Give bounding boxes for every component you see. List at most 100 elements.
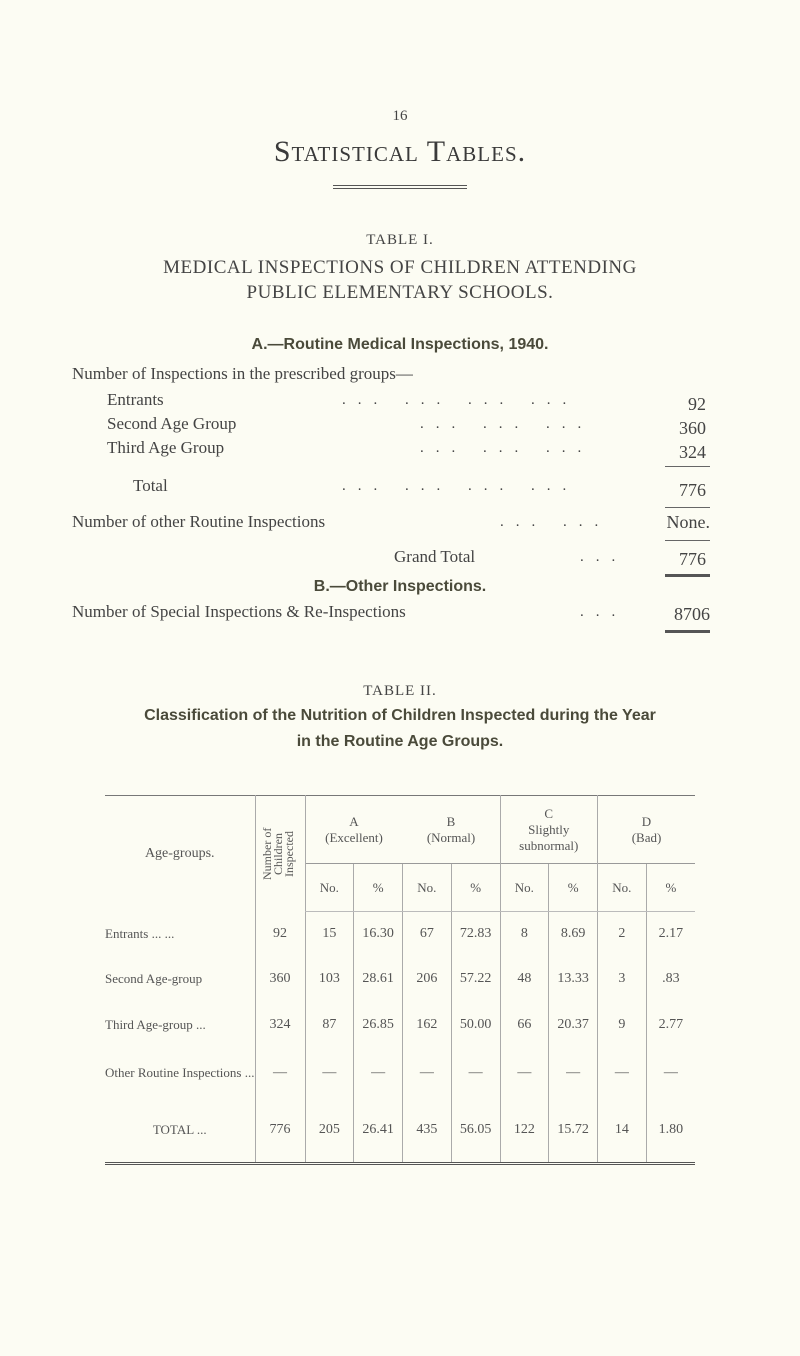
- group-b: B (Normal): [426, 813, 476, 845]
- cell: 2: [597, 911, 647, 956]
- double-rule: [665, 630, 710, 633]
- grand-total-label: Grand Total: [394, 547, 476, 566]
- cell: 67: [402, 911, 452, 956]
- row-value: 324: [679, 442, 706, 462]
- cell: 26.41: [353, 1097, 403, 1164]
- leader-dots: ... ...: [500, 514, 611, 530]
- cell: 776: [254, 1097, 305, 1164]
- leader-dots: ... ... ... ...: [342, 478, 579, 494]
- sum-rule: [665, 466, 710, 467]
- cell: 360: [254, 955, 305, 1002]
- total-label: Total: [133, 476, 168, 495]
- cell: 20.37: [548, 1001, 598, 1048]
- page-number: 16: [392, 108, 408, 124]
- cell: 72.83: [450, 911, 500, 956]
- table1-heading-1: MEDICAL INSPECTIONS OF CHILDREN ATTENDIN…: [163, 257, 637, 278]
- row-label: Third Age Group: [107, 438, 225, 457]
- cell: 87: [304, 1001, 354, 1048]
- double-rule: [665, 574, 710, 577]
- col-age-groups: Age-groups.: [144, 845, 215, 861]
- leader-dots: ...: [580, 549, 628, 565]
- col-no: No.: [304, 863, 354, 912]
- leader-dots: ...: [580, 604, 628, 620]
- cell: —: [353, 1047, 403, 1098]
- cell: 9: [597, 1001, 647, 1048]
- page-title: Statistical Tables.: [273, 135, 527, 168]
- inspections-intro: Number of Inspections in the prescribed …: [72, 364, 413, 383]
- cell: 15.72: [548, 1097, 598, 1164]
- col-percent: %: [450, 863, 500, 912]
- total-value: 776: [679, 480, 706, 500]
- cell: —: [450, 1047, 500, 1098]
- group-d: D (Bad): [597, 795, 695, 864]
- cell: 50.00: [450, 1001, 500, 1048]
- group-a: A (Excellent): [304, 795, 403, 864]
- cell: 13.33: [548, 955, 598, 1002]
- cell: —: [499, 1047, 549, 1098]
- cell: —: [597, 1047, 647, 1098]
- table-row: Other Routine Inspections ... — — — — — — — — —: [105, 1047, 695, 1098]
- cell: 3: [597, 955, 647, 1002]
- cell: 14: [597, 1097, 647, 1164]
- leader-dots: ... ... ...: [420, 440, 594, 456]
- cell: 28.61: [353, 955, 403, 1002]
- leader-dots: ... ... ... ...: [342, 392, 579, 408]
- leader-dots: ... ... ...: [420, 416, 594, 432]
- cell: —: [548, 1047, 598, 1098]
- cell: 162: [402, 1001, 452, 1048]
- cell: 16.30: [353, 911, 403, 956]
- row-label: TOTAL ...: [152, 1121, 207, 1137]
- col-no: No.: [402, 863, 452, 912]
- table1-label: TABLE I.: [366, 232, 434, 248]
- section-a-heading: A.—Routine Medical Inspections, 1940.: [251, 336, 549, 353]
- cell: 2.17: [645, 911, 695, 956]
- col-percent: %: [645, 863, 695, 912]
- cell: 206: [402, 955, 452, 1002]
- cell: 92: [254, 911, 305, 956]
- row-label: Other Routine Inspections ...: [105, 1064, 255, 1080]
- cell: 324: [254, 1001, 305, 1048]
- section-b-heading: B.—Other Inspections.: [313, 578, 487, 595]
- row-label: Entrants: [107, 390, 164, 409]
- sum-rule: [665, 507, 710, 508]
- row-value: 92: [688, 394, 706, 414]
- cell: —: [304, 1047, 354, 1098]
- cell: 122: [499, 1097, 549, 1164]
- cell: —: [402, 1047, 452, 1098]
- cell: 8.69: [548, 911, 598, 956]
- table-row: Second Age-group 360 103 28.61 206 57.22 48 13.…: [105, 955, 695, 1002]
- cell: 205: [304, 1097, 354, 1164]
- col-percent: %: [353, 863, 403, 912]
- other-value: None.: [666, 512, 711, 532]
- cell: —: [645, 1047, 695, 1098]
- cell: 1.80: [645, 1097, 695, 1164]
- table-row: TOTAL ... 776 205 26.41 435 56.05 122 15.72 14 1.…: [105, 1097, 695, 1164]
- col-percent: %: [548, 863, 598, 912]
- special-value: 8706: [674, 604, 710, 624]
- row-label: Third Age-group ...: [105, 1016, 206, 1032]
- table2-heading-1: Classification of the Nutrition of Child…: [144, 707, 656, 724]
- group-c: C Slightly subnormal): [499, 795, 598, 864]
- cell: 26.85: [353, 1001, 403, 1048]
- cell: 2.77: [645, 1001, 695, 1048]
- table1-heading-2: PUBLIC ELEMENTARY SCHOOLS.: [246, 282, 554, 303]
- cell: 57.22: [450, 955, 500, 1002]
- row-label: Entrants ... ...: [105, 925, 175, 941]
- table2-heading-2: in the Routine Age Groups.: [296, 733, 504, 750]
- row-label: Second Age Group: [107, 414, 237, 433]
- other-label: Number of other Routine Inspections: [72, 512, 326, 531]
- table2-label: TABLE II.: [363, 683, 437, 699]
- cell: 103: [304, 955, 354, 1002]
- col-no: No.: [499, 863, 549, 912]
- col-number-inspected: Number of Children Inspected: [262, 827, 296, 880]
- cell: 435: [402, 1097, 452, 1164]
- title-rule: [333, 185, 467, 189]
- row-label: Second Age-group: [105, 970, 203, 986]
- cell: 56.05: [450, 1097, 500, 1164]
- cell: —: [254, 1047, 305, 1098]
- cell: 15: [304, 911, 354, 956]
- nutrition-table: Age-groups. Number of Children Inspected…: [105, 795, 695, 1165]
- table-row: Entrants ... ... 92 15 16.30 67 72.83 8 8.69 2 2.…: [105, 911, 695, 956]
- cell: .83: [645, 955, 695, 1002]
- special-label: Number of Special Inspections & Re-Inspe…: [72, 602, 406, 621]
